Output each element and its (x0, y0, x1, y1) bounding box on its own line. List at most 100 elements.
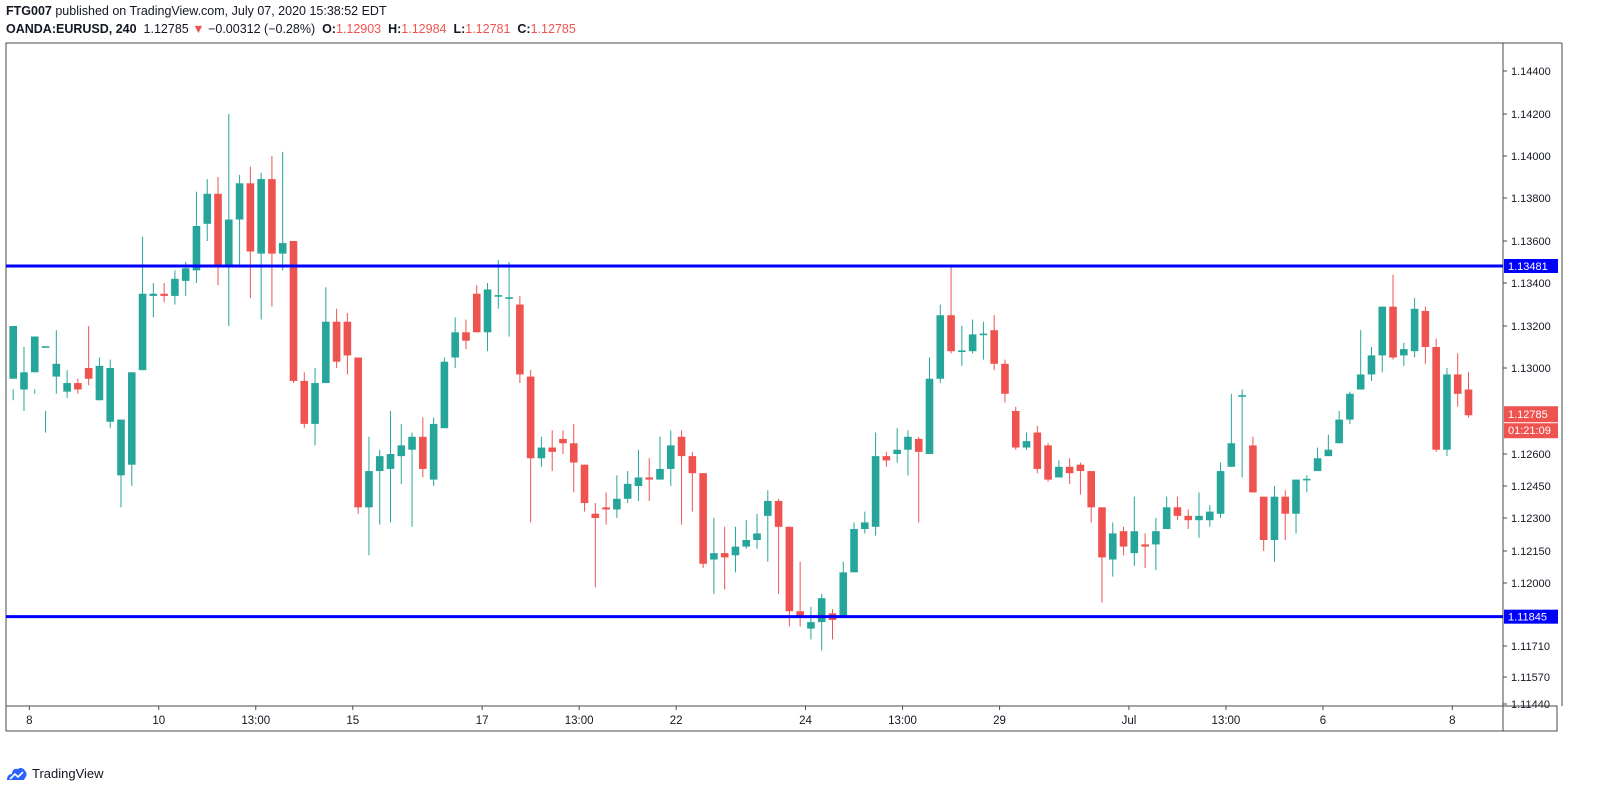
bullish-candle[interactable] (181, 268, 190, 281)
bullish-candle[interactable] (1227, 443, 1236, 467)
bearish-candle[interactable] (1173, 507, 1182, 516)
bearish-candle[interactable] (343, 321, 352, 356)
bearish-candle[interactable] (677, 436, 686, 457)
bearish-candle[interactable] (914, 438, 923, 452)
bullish-candle[interactable] (753, 533, 761, 540)
bearish-candle[interactable] (289, 241, 298, 381)
bearish-candle[interactable] (246, 183, 255, 252)
bearish-candle[interactable] (990, 330, 998, 364)
bearish-candle[interactable] (419, 436, 427, 469)
bullish-candle[interactable] (731, 546, 740, 556)
bullish-candle[interactable] (764, 500, 772, 516)
bearish-candle[interactable] (1141, 544, 1149, 547)
bullish-candle[interactable] (1130, 531, 1139, 554)
bearish-candle[interactable] (1249, 445, 1257, 493)
bearish-candle[interactable] (688, 456, 697, 474)
bearish-candle[interactable] (1281, 496, 1290, 514)
bearish-candle[interactable] (300, 380, 309, 424)
bullish-candle[interactable] (235, 183, 244, 220)
bullish-candle[interactable] (656, 468, 664, 480)
bullish-candle[interactable] (925, 378, 934, 454)
bullish-candle[interactable] (861, 522, 869, 529)
bullish-candle[interactable] (1356, 374, 1365, 390)
bearish-candle[interactable] (1044, 445, 1052, 480)
bullish-candle[interactable] (483, 289, 492, 333)
bullish-candle[interactable] (1443, 374, 1451, 450)
bullish-candle[interactable] (95, 365, 104, 401)
bullish-candle[interactable] (1335, 419, 1343, 444)
bearish-candle[interactable] (882, 456, 891, 461)
bullish-candle[interactable] (958, 350, 966, 352)
bullish-candle[interactable] (429, 423, 438, 480)
bullish-candle[interactable] (322, 321, 330, 384)
bearish-candle[interactable] (1011, 411, 1020, 448)
bullish-candle[interactable] (408, 436, 416, 450)
bullish-candle[interactable] (138, 293, 147, 371)
bearish-candle[interactable] (1065, 466, 1074, 474)
bullish-candle[interactable] (375, 456, 384, 472)
bearish-candle[interactable] (569, 443, 578, 463)
bearish-candle[interactable] (526, 376, 535, 459)
bullish-candle[interactable] (1152, 531, 1160, 545)
bearish-candle[interactable] (720, 553, 729, 558)
bullish-candle[interactable] (1410, 308, 1419, 352)
bearish-candle[interactable] (1076, 464, 1085, 472)
bearish-candle[interactable] (548, 447, 556, 452)
bullish-candle[interactable] (106, 368, 115, 422)
bearish-candle[interactable] (699, 473, 707, 564)
bullish-candle[interactable] (171, 278, 179, 296)
bullish-candle[interactable] (117, 419, 125, 476)
bullish-candle[interactable] (893, 449, 901, 454)
bullish-candle[interactable] (817, 598, 826, 623)
bullish-candle[interactable] (1400, 349, 1408, 356)
bullish-candle[interactable] (1346, 393, 1354, 420)
bearish-candle[interactable] (785, 526, 794, 612)
bullish-candle[interactable] (742, 540, 751, 547)
bearish-candle[interactable] (1087, 471, 1095, 508)
bullish-candle[interactable] (936, 315, 945, 379)
bullish-candle[interactable] (278, 243, 287, 254)
bullish-candle[interactable] (710, 553, 718, 560)
bullish-candle[interactable] (537, 447, 546, 459)
bearish-candle[interactable] (462, 332, 470, 341)
bearish-candle[interactable] (74, 383, 82, 390)
bearish-candle[interactable] (1098, 507, 1106, 558)
bearish-candle[interactable] (516, 304, 524, 375)
bullish-candle[interactable] (1378, 306, 1387, 356)
bullish-candle[interactable] (850, 529, 858, 573)
author[interactable]: FTG007 (6, 4, 52, 18)
bullish-candle[interactable] (1022, 441, 1031, 448)
bullish-candle[interactable] (20, 372, 28, 390)
bullish-candle[interactable] (1195, 515, 1203, 521)
bearish-candle[interactable] (1421, 310, 1430, 347)
bearish-candle[interactable] (1001, 363, 1009, 394)
bearish-candle[interactable] (214, 193, 222, 267)
bullish-candle[interactable] (9, 326, 17, 379)
bullish-candle[interactable] (1238, 395, 1246, 397)
bullish-candle[interactable] (311, 383, 319, 424)
bullish-candle[interactable] (1055, 466, 1063, 478)
bullish-candle[interactable] (1324, 449, 1333, 457)
bullish-candle[interactable] (41, 346, 50, 348)
bearish-candle[interactable] (160, 293, 168, 296)
bullish-candle[interactable] (494, 295, 503, 297)
bearish-candle[interactable] (774, 500, 783, 527)
bullish-candle[interactable] (1367, 355, 1376, 375)
bullish-candle[interactable] (1292, 479, 1300, 514)
bearish-candle[interactable] (1453, 374, 1462, 394)
bearish-candle[interactable] (947, 315, 955, 352)
bearish-candle[interactable] (559, 438, 567, 444)
bearish-candle[interactable] (354, 357, 362, 508)
bearish-candle[interactable] (1389, 306, 1397, 358)
bullish-candle[interactable] (871, 456, 880, 527)
bullish-candle[interactable] (192, 225, 201, 271)
bullish-candle[interactable] (365, 471, 373, 508)
bullish-candle[interactable] (203, 193, 212, 224)
bearish-candle[interactable] (472, 293, 481, 333)
bullish-candle[interactable] (1303, 478, 1311, 481)
bearish-candle[interactable] (84, 368, 93, 379)
bullish-candle[interactable] (1313, 458, 1322, 472)
bearish-candle[interactable] (1432, 347, 1440, 450)
bullish-candle[interactable] (52, 363, 61, 377)
